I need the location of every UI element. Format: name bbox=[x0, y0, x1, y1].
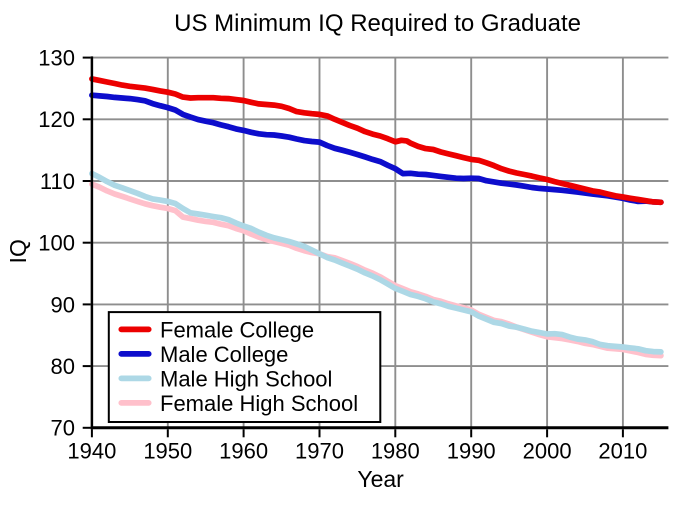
svg-text:Male High School: Male High School bbox=[160, 367, 332, 392]
svg-text:1970: 1970 bbox=[295, 438, 344, 463]
svg-text:1980: 1980 bbox=[371, 438, 420, 463]
svg-text:100: 100 bbox=[38, 231, 75, 256]
svg-text:1940: 1940 bbox=[67, 438, 116, 463]
svg-text:1950: 1950 bbox=[143, 438, 192, 463]
svg-text:80: 80 bbox=[51, 354, 75, 379]
svg-text:Female High School: Female High School bbox=[160, 391, 358, 416]
svg-text:1990: 1990 bbox=[447, 438, 496, 463]
svg-text:110: 110 bbox=[40, 169, 75, 194]
svg-text:90: 90 bbox=[51, 292, 75, 317]
svg-text:130: 130 bbox=[38, 46, 75, 71]
svg-text:IQ: IQ bbox=[5, 239, 31, 263]
svg-text:2010: 2010 bbox=[598, 438, 647, 463]
svg-text:1960: 1960 bbox=[219, 438, 268, 463]
svg-text:Year: Year bbox=[357, 466, 404, 492]
svg-text:120: 120 bbox=[38, 107, 75, 132]
svg-text:Female College: Female College bbox=[160, 318, 314, 343]
svg-text:Male College: Male College bbox=[160, 342, 288, 367]
svg-text:US Minimum IQ Required to Grad: US Minimum IQ Required to Graduate bbox=[174, 10, 581, 37]
svg-text:70: 70 bbox=[51, 416, 75, 441]
svg-text:2000: 2000 bbox=[523, 438, 572, 463]
